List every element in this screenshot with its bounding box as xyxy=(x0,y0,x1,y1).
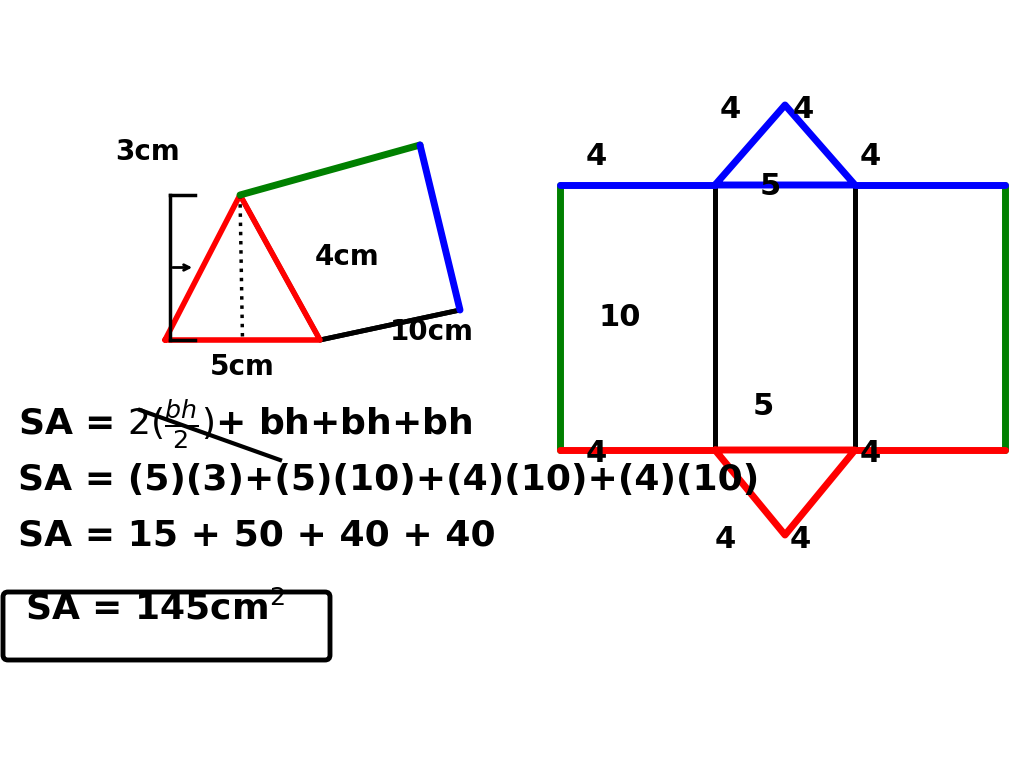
Text: 4: 4 xyxy=(790,525,811,554)
FancyBboxPatch shape xyxy=(3,592,330,660)
Text: 4: 4 xyxy=(793,95,814,124)
Text: 5: 5 xyxy=(760,172,780,201)
Text: SA = $2(\frac{bh}{2})$+ bh+bh+bh: SA = $2(\frac{bh}{2})$+ bh+bh+bh xyxy=(18,398,472,451)
Text: 4cm: 4cm xyxy=(315,243,380,271)
Text: 4: 4 xyxy=(586,439,606,468)
Text: SA = 145cm$^2$: SA = 145cm$^2$ xyxy=(25,591,285,627)
Text: 4: 4 xyxy=(859,439,881,468)
Text: 3cm: 3cm xyxy=(115,138,180,166)
Text: SA = 15 + 50 + 40 + 40: SA = 15 + 50 + 40 + 40 xyxy=(18,518,496,552)
Text: 4: 4 xyxy=(586,142,606,171)
Text: 4: 4 xyxy=(720,95,740,124)
Text: SA = (5)(3)+(5)(10)+(4)(10)+(4)(10): SA = (5)(3)+(5)(10)+(4)(10)+(4)(10) xyxy=(18,463,759,497)
Text: 10: 10 xyxy=(599,303,641,333)
Text: 5: 5 xyxy=(753,392,773,421)
Text: 10cm: 10cm xyxy=(390,318,474,346)
Text: 4: 4 xyxy=(859,142,881,171)
Text: 4: 4 xyxy=(715,525,735,554)
Text: 5cm: 5cm xyxy=(210,353,274,381)
